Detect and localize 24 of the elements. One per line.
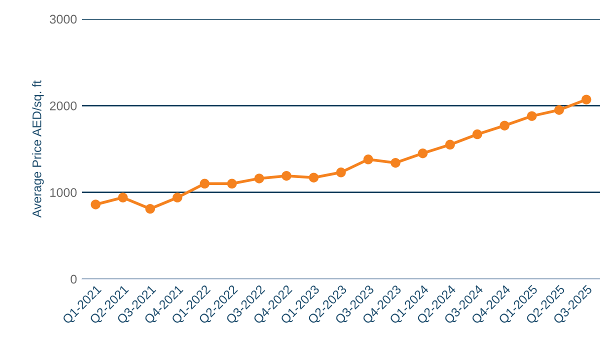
y-axis-title: Average Price AED/sq. ft [32, 80, 44, 218]
y-tick-label: 0 [70, 274, 77, 284]
point [172, 192, 182, 202]
point [336, 168, 346, 178]
point [526, 111, 537, 121]
y-tick-label: 1000 [50, 188, 77, 197]
point [500, 120, 510, 130]
point [145, 204, 156, 214]
point [472, 129, 482, 140]
point [254, 174, 264, 184]
point [90, 200, 100, 210]
point [200, 178, 210, 189]
point [390, 158, 400, 168]
y-tick-label: 3000 [50, 14, 77, 24]
point [363, 154, 374, 164]
point [554, 105, 564, 115]
point [418, 148, 428, 158]
point [582, 94, 592, 104]
point [118, 192, 128, 202]
y-tick-label: 2000 [50, 101, 77, 110]
point [282, 171, 292, 181]
point [227, 178, 237, 189]
point [308, 172, 319, 182]
point [445, 140, 455, 150]
